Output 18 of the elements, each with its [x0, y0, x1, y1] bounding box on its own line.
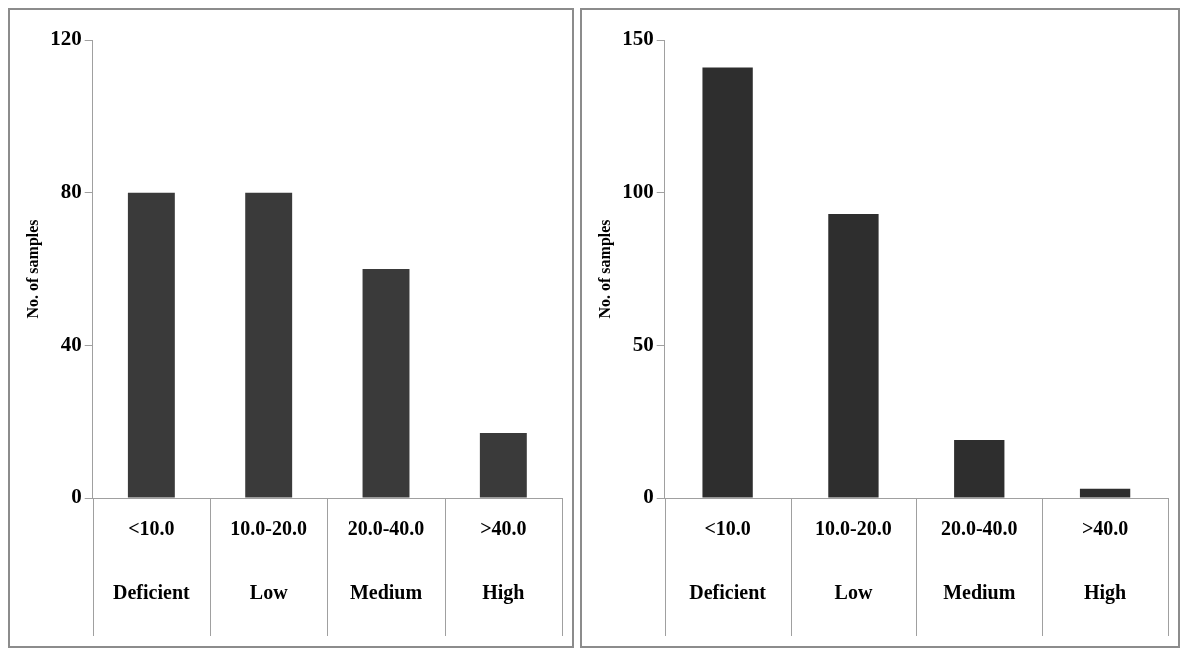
category-label: 20.0-40.0 Medium: [347, 517, 425, 604]
y-axis-title: No. of samples: [23, 219, 42, 319]
y-tick-label: 150: [622, 26, 654, 51]
y-tick-label: 50: [632, 331, 654, 356]
y-tick-label: 120: [50, 26, 82, 51]
category-label: >40.0 High: [1081, 517, 1129, 604]
y-tick-label: 0: [643, 484, 654, 509]
category-label: <10.0 Deficient: [113, 517, 190, 604]
category-label: 20.0-40.0 Medium: [940, 517, 1018, 604]
category-label: <10.0 Deficient: [689, 517, 766, 604]
category-label: >40.0 High: [480, 517, 527, 604]
y-axis-title: No. of samples: [595, 219, 614, 319]
category-label: 10.0-20.0 Low: [230, 517, 308, 604]
y-tick-label: 100: [622, 179, 654, 204]
y-tick-label: 80: [60, 179, 82, 204]
y-tick-label: 0: [71, 484, 82, 509]
y-tick-label: 40: [60, 331, 82, 356]
category-label: 10.0-20.0 Low: [815, 517, 892, 604]
